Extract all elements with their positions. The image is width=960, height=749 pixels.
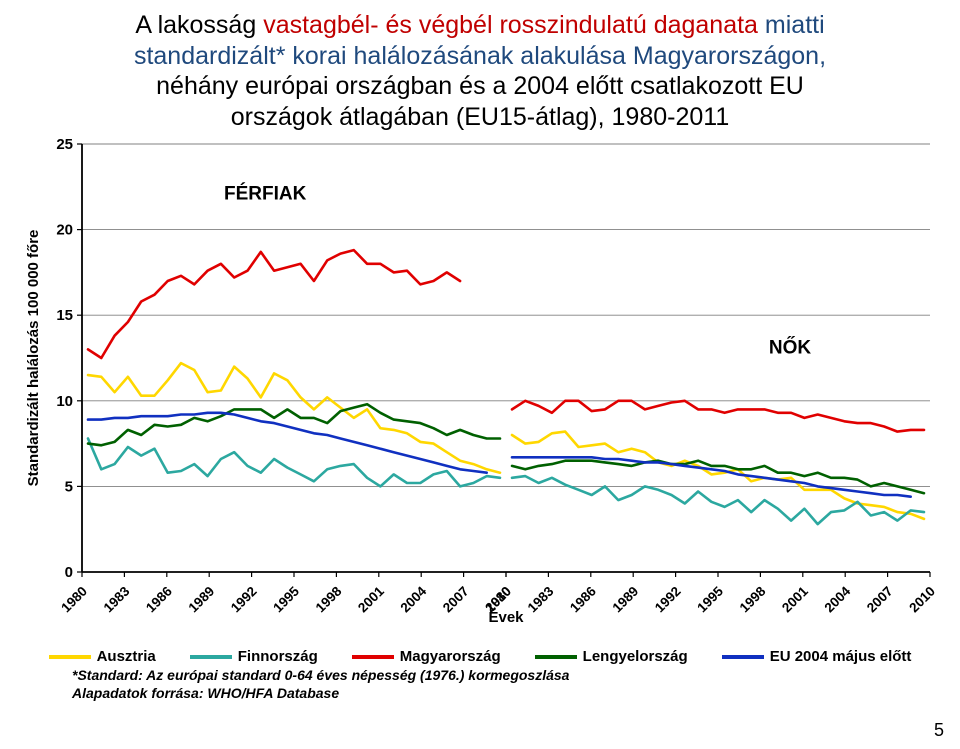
svg-text:1986: 1986 <box>567 583 599 615</box>
legend-item: Ausztria <box>49 648 156 665</box>
svg-text:2004: 2004 <box>397 583 429 615</box>
svg-text:Évek: Évek <box>488 609 524 626</box>
svg-text:FÉRFIAK: FÉRFIAK <box>224 182 307 204</box>
svg-text:1983: 1983 <box>101 583 133 615</box>
footnote: *Standard: Az európai standard 0-64 éves… <box>72 667 948 702</box>
svg-text:25: 25 <box>56 136 73 153</box>
legend-item: EU 2004 május előtt <box>722 648 912 665</box>
svg-text:10: 10 <box>56 393 73 410</box>
svg-text:15: 15 <box>56 307 73 324</box>
svg-text:1980: 1980 <box>58 584 90 616</box>
legend-label: Lengyelország <box>583 648 688 665</box>
legend-swatch <box>49 655 91 659</box>
svg-text:Standardizált halálozás 100 00: Standardizált halálozás 100 000 főre <box>25 230 42 487</box>
svg-text:1995: 1995 <box>270 583 302 615</box>
svg-text:1992: 1992 <box>228 584 260 616</box>
legend-label: Finnország <box>238 648 318 665</box>
svg-text:2004: 2004 <box>821 583 853 615</box>
svg-text:2010: 2010 <box>906 584 938 616</box>
chart-title: A lakosság vastagbél- és végbél rosszind… <box>12 10 948 132</box>
svg-text:NŐK: NŐK <box>769 336 812 358</box>
legend-label: Ausztria <box>97 648 156 665</box>
legend-swatch <box>535 655 577 659</box>
svg-text:2001: 2001 <box>355 583 387 615</box>
legend: Ausztria Finnország Magyarország Lengyelors… <box>12 648 948 665</box>
svg-text:1989: 1989 <box>185 584 217 616</box>
svg-text:1995: 1995 <box>694 583 726 615</box>
svg-text:1986: 1986 <box>143 583 175 615</box>
legend-item: Magyarország <box>352 648 501 665</box>
legend-swatch <box>190 655 232 659</box>
svg-text:1998: 1998 <box>313 583 345 615</box>
svg-text:2007: 2007 <box>864 584 896 616</box>
svg-text:1989: 1989 <box>609 584 641 616</box>
legend-item: Finnország <box>190 648 318 665</box>
legend-label: EU 2004 május előtt <box>770 648 912 665</box>
svg-text:20: 20 <box>56 222 73 239</box>
svg-text:2001: 2001 <box>779 583 811 615</box>
svg-text:2007: 2007 <box>440 584 472 616</box>
svg-text:5: 5 <box>65 478 73 495</box>
svg-text:0: 0 <box>65 564 73 581</box>
svg-text:1992: 1992 <box>652 584 684 616</box>
legend-swatch <box>352 655 394 659</box>
legend-label: Magyarország <box>400 648 501 665</box>
legend-swatch <box>722 655 764 659</box>
page-number: 5 <box>934 720 944 741</box>
legend-item: Lengyelország <box>535 648 688 665</box>
chart-svg: 0 5 10 15 20 25 Standardizált halálozás 100 00… <box>20 136 940 646</box>
chart-area: 0 5 10 15 20 25 Standardizált halálozás 100 00… <box>20 136 940 646</box>
svg-text:1998: 1998 <box>737 583 769 615</box>
svg-text:1983: 1983 <box>525 583 557 615</box>
